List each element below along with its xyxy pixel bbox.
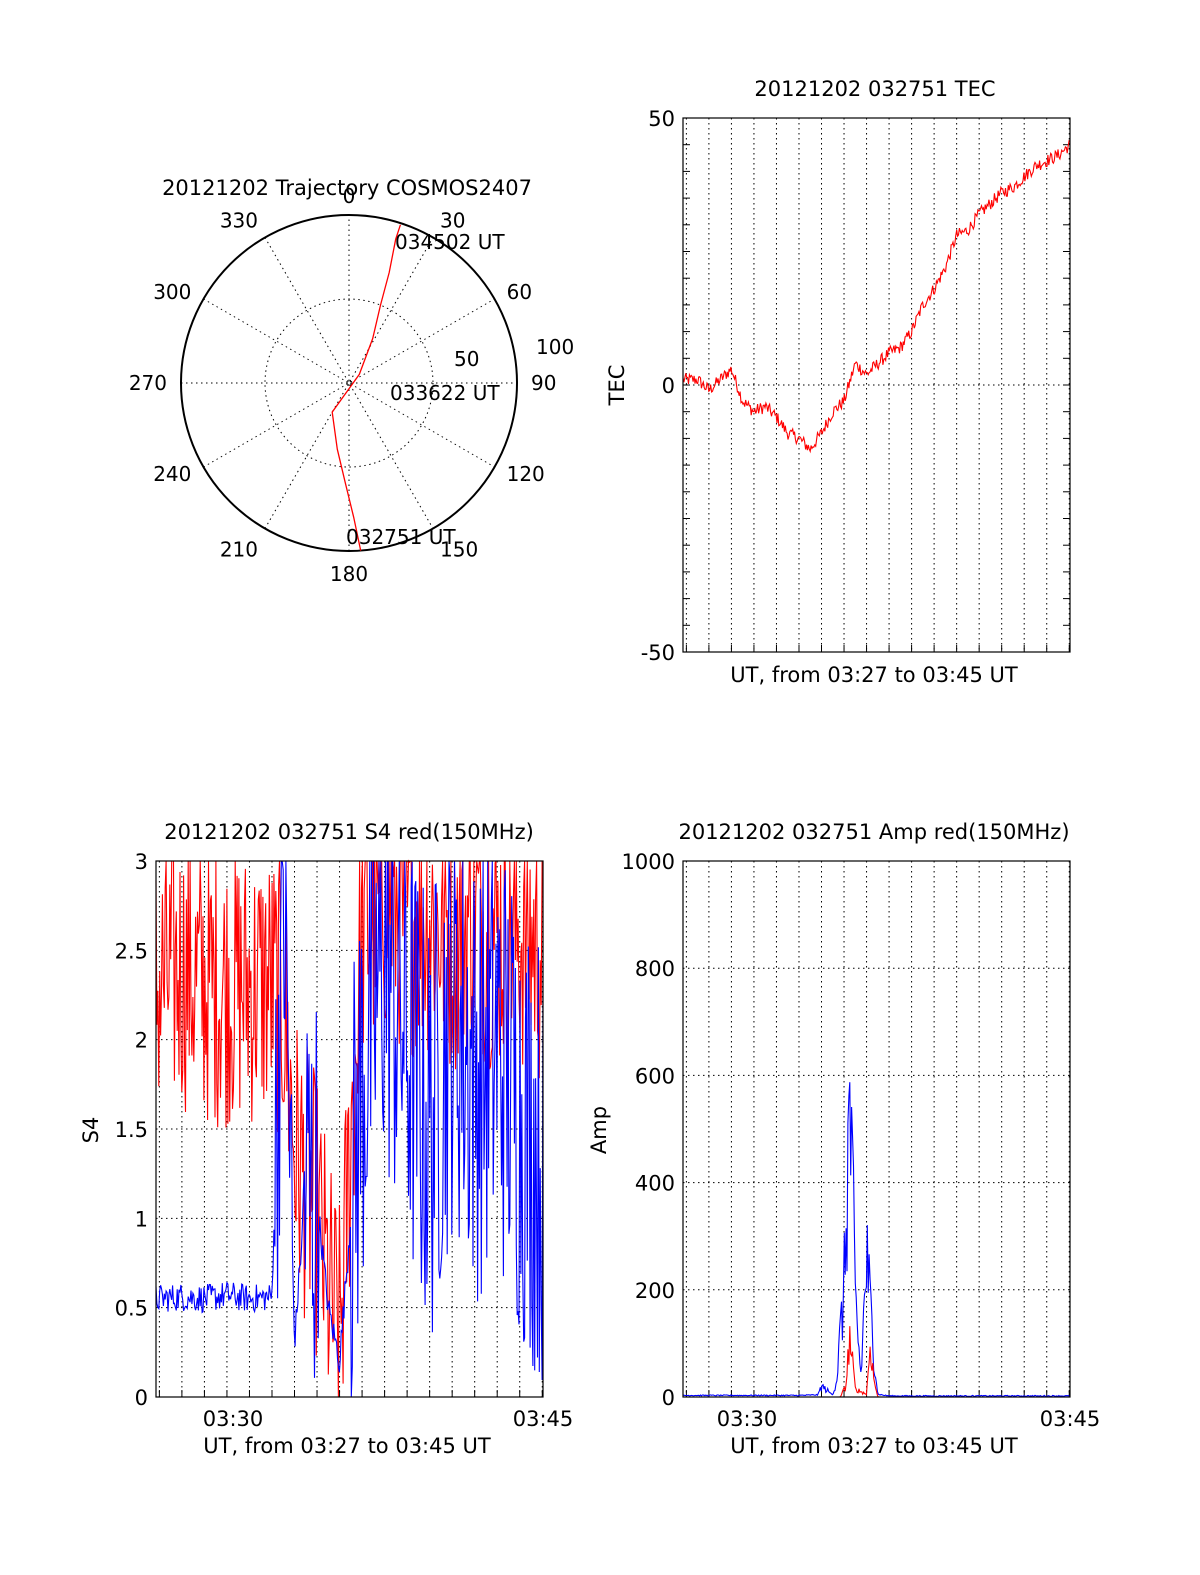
trajectory-end-label: 034502 UT [395, 230, 505, 254]
polar-spoke-30 [264, 237, 434, 529]
tec-ytick-50: 50 [648, 107, 675, 131]
polar-angle-label-300: 300 [153, 280, 191, 304]
polar-grid [181, 215, 517, 551]
tec-ylabel: TEC [605, 365, 629, 407]
s4-grid [156, 861, 543, 1397]
amp-panel: 20121202 032751 Amp red(150MHz) 0 200 400 6… [587, 820, 1100, 1458]
polar-angle-labels: 0 30 60 90 120 150 180 210 240 270 300 330 [129, 184, 557, 586]
polar-angle-label-210: 210 [220, 538, 258, 562]
polar-angle-label-150: 150 [440, 538, 478, 562]
s4-title: 20121202 032751 S4 red(150MHz) [164, 820, 534, 844]
trajectory-panel: 20121202 Trajectory COSMOS2407 0 30 60 90 12… [129, 176, 574, 586]
polar-angle-label-60: 60 [507, 280, 532, 304]
polar-spoke-150 [264, 237, 434, 529]
tec-title: 20121202 032751 TEC [754, 77, 995, 101]
tec-panel: 20121202 032751 TEC 50 0 -50 TEC UT, fro… [605, 77, 1071, 687]
amp-xtick-0330: 03:30 [717, 1407, 778, 1431]
trajectory-line [331, 224, 402, 551]
amp-ytick-label: 1000 [622, 850, 675, 874]
polar-angle-label-0: 0 [343, 184, 356, 208]
tec-xlabel: UT, from 03:27 to 03:45 UT [730, 663, 1018, 687]
radial-label-100: 100 [536, 335, 574, 359]
polar-angle-label-120: 120 [507, 462, 545, 486]
tec-series-line [682, 139, 1071, 454]
s4-ytick-label: 0.5 [115, 1297, 148, 1321]
polar-outer-ring [180, 214, 518, 552]
tec-plot-frame [682, 117, 1071, 653]
s4-series [155, 859, 544, 1398]
tec-grid [683, 117, 1070, 653]
trajectory-mid-label: 033622 UT [390, 381, 500, 405]
s4-series-red [155, 859, 544, 1398]
s4-ytick-label: 3 [135, 850, 148, 874]
trajectory-start-label: 032751 UT [346, 525, 456, 549]
polar-angle-label-270: 270 [129, 371, 167, 395]
amp-ylabel: Amp [587, 1106, 611, 1154]
polar-angle-label-330: 330 [220, 208, 258, 232]
s4-xtick-0330: 03:30 [203, 1407, 264, 1431]
polar-angle-label-240: 240 [153, 462, 191, 486]
amp-ytick-label: 400 [635, 1172, 675, 1196]
amp-ytick-label: 0 [662, 1386, 675, 1410]
polar-spoke-60 [203, 298, 495, 468]
amp-ytick-label: 200 [635, 1279, 675, 1303]
amp-xtick-0345: 03:45 [1040, 1407, 1101, 1431]
s4-ytick-label: 1.5 [115, 1118, 148, 1142]
s4-ytick-label: 0 [135, 1386, 148, 1410]
s4-ytick-label: 1 [135, 1207, 148, 1231]
s4-xlabel: UT, from 03:27 to 03:45 UT [203, 1434, 491, 1458]
amp-yticks: 0 200 400 600 800 1000 [622, 850, 675, 1410]
s4-ylabel: S4 [79, 1117, 103, 1144]
amp-xlabel: UT, from 03:27 to 03:45 UT [730, 1434, 1018, 1458]
s4-ytick-label: 2 [135, 1029, 148, 1053]
polar-ring-50 [264, 298, 434, 468]
s4-xtick-0345: 03:45 [513, 1407, 574, 1431]
s4-panel: 20121202 032751 S4 red(150MHz) 0 0.5 1 1.5 2… [79, 820, 573, 1458]
amp-ytick-label: 600 [635, 1064, 675, 1088]
trajectory-title: 20121202 Trajectory COSMOS2407 [162, 176, 532, 200]
amp-series [682, 1082, 1071, 1398]
s4-plot-frame [155, 860, 544, 1398]
radial-label-50: 50 [454, 347, 479, 371]
polar-center [346, 380, 352, 386]
tec-ytick-neg50: -50 [641, 641, 675, 665]
amp-grid [683, 861, 1070, 1397]
tec-series [682, 139, 1071, 454]
tec-ytick-0: 0 [662, 374, 675, 398]
polar-spoke-120 [203, 298, 495, 468]
amp-plot-frame [682, 860, 1071, 1398]
s4-series-blue [155, 860, 544, 1398]
polar-angle-label-90: 90 [531, 371, 556, 395]
amp-title: 20121202 032751 Amp red(150MHz) [678, 820, 1069, 844]
polar-angle-label-180: 180 [330, 562, 368, 586]
amp-series-blue [682, 1082, 1071, 1398]
s4-ytick-label: 2.5 [115, 939, 148, 963]
s4-yticks: 0 0.5 1 1.5 2 2.5 3 [115, 850, 148, 1410]
amp-ytick-label: 800 [635, 957, 675, 981]
polar-angle-label-30: 30 [440, 208, 465, 232]
